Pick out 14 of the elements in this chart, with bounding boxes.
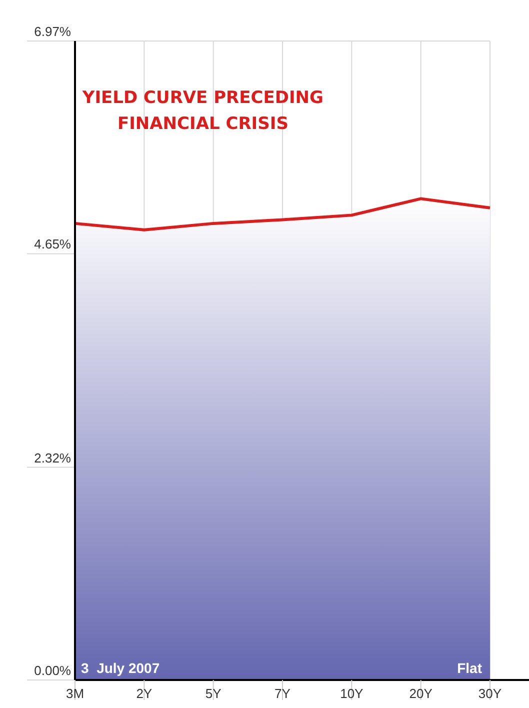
x-tick-label: 20Y	[409, 686, 433, 701]
x-tick-label: 3M	[66, 686, 84, 701]
y-tick-label: 0.00%	[34, 663, 72, 678]
x-tick-label: 10Y	[340, 686, 364, 701]
x-tick-label: 30Y	[478, 686, 502, 701]
x-tick-label: 2Y	[136, 686, 152, 701]
x-tick-label: 5Y	[205, 686, 222, 701]
y-tick-label: 4.65%	[34, 236, 72, 252]
y-tick-label: 6.97%	[34, 24, 72, 39]
annotation: 3 July 2007	[81, 660, 160, 676]
annotation: Flat	[457, 660, 482, 676]
y-tick-label: 2.32%	[34, 450, 72, 466]
text: YIELD CURVE PRECEDING FINANCIAL CRISIS	[81, 88, 324, 134]
x-tick-label: 7Y	[274, 686, 291, 701]
